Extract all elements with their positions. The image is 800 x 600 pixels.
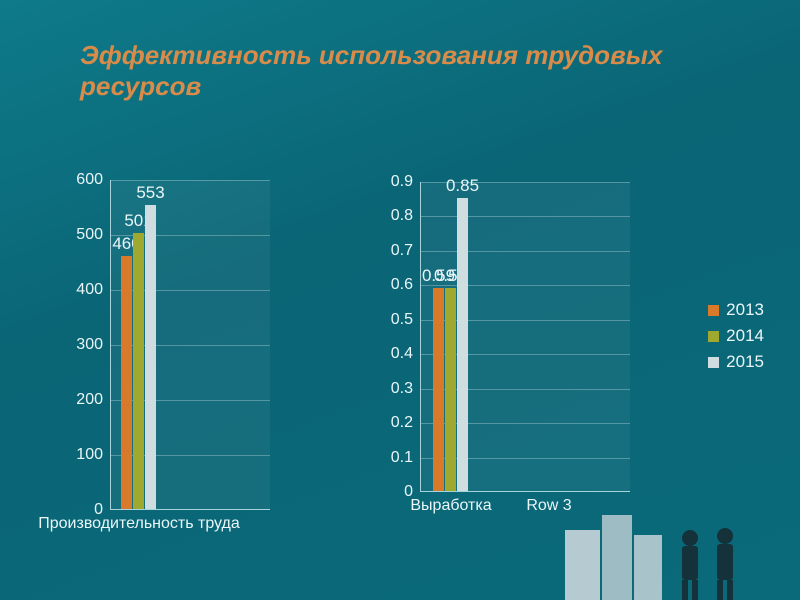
y-tick-label: 0.6 <box>391 276 421 294</box>
y-tick-label: 400 <box>76 281 111 299</box>
bar: 0.59 <box>445 288 456 491</box>
gridline <box>421 251 630 252</box>
page-title: Эффективность использования трудовых рес… <box>80 40 720 102</box>
bar: 553 <box>145 205 156 509</box>
y-tick-label: 0.7 <box>391 242 421 260</box>
y-tick-label: 500 <box>76 226 111 244</box>
y-tick-label: 0.2 <box>391 414 421 432</box>
legend-item: 2015 <box>708 352 764 372</box>
legend-swatch <box>708 331 719 342</box>
legend: 2013 2014 2015 <box>708 300 764 378</box>
x-tick-label: Производительность труда <box>38 509 240 533</box>
legend-label: 2014 <box>726 326 764 346</box>
legend-label: 2015 <box>726 352 764 372</box>
y-tick-label: 300 <box>76 336 111 354</box>
legend-item: 2014 <box>708 326 764 346</box>
legend-item: 2013 <box>708 300 764 320</box>
legend-swatch <box>708 357 719 368</box>
y-tick-label: 0.1 <box>391 449 421 467</box>
bar: 0.59 <box>433 288 444 491</box>
slide: Эффективность использования трудовых рес… <box>0 0 800 600</box>
x-tick-label: Row 3 <box>526 491 571 515</box>
bar-value-label: 0.85 <box>446 176 479 196</box>
legend-label: 2013 <box>726 300 764 320</box>
y-tick-label: 100 <box>76 446 111 464</box>
bar: 0.85 <box>457 198 468 491</box>
y-tick-label: 600 <box>76 171 111 189</box>
gridline <box>111 180 270 181</box>
bar: 501 <box>133 233 144 509</box>
plot-area: 0100200300400500600460501553Производител… <box>110 180 270 510</box>
y-tick-label: 0.3 <box>391 380 421 398</box>
y-tick-label: 0.5 <box>391 311 421 329</box>
bar-value-label: 553 <box>136 183 164 203</box>
y-tick-label: 0.4 <box>391 345 421 363</box>
plot-area: 00.10.20.30.40.50.60.70.80.90.590.590.85… <box>420 182 630 492</box>
y-tick-label: 200 <box>76 391 111 409</box>
y-tick-label: 0.9 <box>391 173 421 191</box>
x-tick-label: Выработка <box>410 491 491 515</box>
gridline <box>421 216 630 217</box>
bar: 460 <box>121 256 132 509</box>
legend-swatch <box>708 305 719 316</box>
y-tick-label: 0.8 <box>391 207 421 225</box>
decorative-figures <box>560 510 780 600</box>
